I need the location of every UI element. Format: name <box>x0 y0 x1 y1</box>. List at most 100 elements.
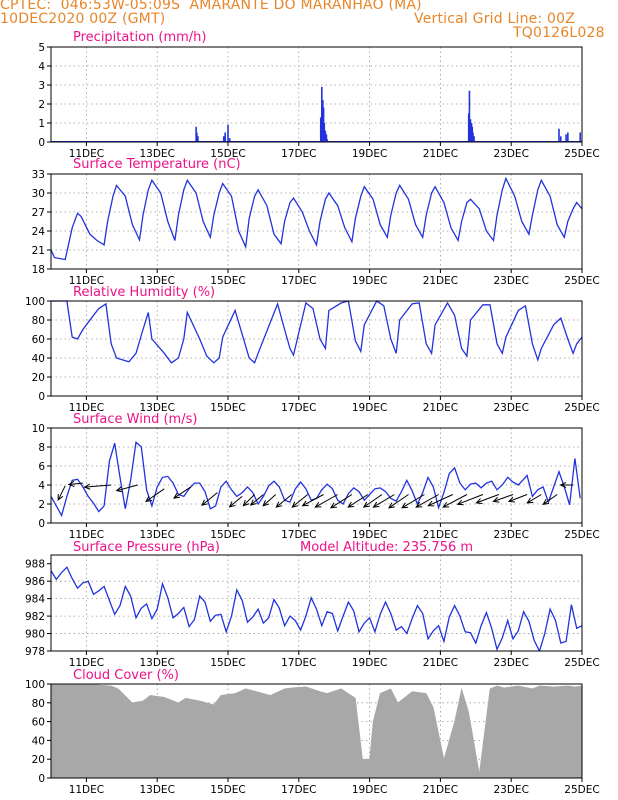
wind-ytick-label: 4 <box>38 480 45 492</box>
temp-frame <box>50 173 583 270</box>
wind-vector-arrow <box>329 494 353 509</box>
header-grid-note: Vertical Grid Line: 00Z <box>414 11 576 27</box>
rh-xtick-label: 15DEC <box>210 402 245 414</box>
precip-xtick-label: 17DEC <box>281 148 316 160</box>
wind-xtick-label: 13DEC <box>139 529 174 541</box>
precip-bar <box>324 130 327 142</box>
wind-vector-arrow <box>507 494 528 503</box>
pressure-xtick-label: 21DEC <box>423 657 458 669</box>
precip-bar <box>319 117 322 142</box>
cloud-title: Cloud Cover (%) <box>73 668 179 683</box>
rh-ytick-label: 20 <box>32 372 45 384</box>
temp-xtick-label: 15DEC <box>210 275 245 287</box>
wind-vector-arrow <box>249 494 264 506</box>
wind-vector-arrow <box>415 494 439 508</box>
precip-ytick-label: 1 <box>38 118 45 130</box>
precip-bar <box>326 139 328 142</box>
pressure-ytick-label: 978 <box>25 646 45 658</box>
precip-xtick-label: 13DEC <box>139 148 174 160</box>
wind-vector-arrow <box>401 494 425 509</box>
precip-ytick-label: 2 <box>38 99 45 111</box>
rh-ytick-label: 40 <box>32 353 45 365</box>
temp-xtick-label: 17DEC <box>281 275 316 287</box>
header-model-id: TQ0126L028 <box>513 25 605 41</box>
precip-bar <box>473 136 475 142</box>
wind-xtick-label: 17DEC <box>281 529 316 541</box>
wind-title: Surface Wind (m/s) <box>73 412 197 427</box>
cloud-ytick-label: 100 <box>25 679 45 691</box>
temp-ytick-label: 27 <box>32 207 45 219</box>
wind-vector-arrow <box>242 494 255 507</box>
rh-title: Relative Humidity (%) <box>73 285 215 300</box>
wind-vector-arrow <box>427 494 453 507</box>
temp-ytick-label: 21 <box>32 245 45 257</box>
rh-xtick-label: 21DEC <box>423 402 458 414</box>
cloud-xtick-label: 11DEC <box>69 784 104 796</box>
temp-ytick-label: 33 <box>32 169 45 181</box>
rh-ytick-label: 80 <box>32 315 45 327</box>
temp-title: Surface Temperature (nC) <box>73 157 241 172</box>
rh-xtick-label: 17DEC <box>281 402 316 414</box>
precip-title: Precipitation (mm/h) <box>73 30 206 45</box>
precip-xtick-label: 19DEC <box>352 148 387 160</box>
pressure-ytick-label: 984 <box>25 594 45 606</box>
wind-xtick-label: 15DEC <box>210 529 245 541</box>
pressure-xtick-label: 19DEC <box>352 657 387 669</box>
temp-xtick-label: 13DEC <box>139 275 174 287</box>
rh-ytick-label: 0 <box>38 391 45 403</box>
cloud-ytick-label: 40 <box>32 735 45 747</box>
precip-bar <box>472 132 474 142</box>
cloud-xtick-label: 19DEC <box>352 784 387 796</box>
wind-vector-arrow <box>362 494 383 508</box>
temp-xtick-label: 11DEC <box>69 275 104 287</box>
wind-xtick-label: 23DEC <box>493 529 528 541</box>
wind-vector-arrow <box>83 483 112 490</box>
temp-xtick-label: 25DEC <box>564 275 599 287</box>
precip-bar <box>558 128 560 142</box>
wind-vector-arrow <box>115 484 138 493</box>
temp-xtick-label: 23DEC <box>493 275 528 287</box>
precip-bar <box>224 132 226 142</box>
pressure-xtick-label: 23DEC <box>493 657 528 669</box>
precip-ytick-label: 0 <box>38 137 45 149</box>
wind-ytick-label: 8 <box>38 442 45 454</box>
precip-xtick-label: 21DEC <box>423 148 458 160</box>
pressure-xtick-label: 11DEC <box>69 657 104 669</box>
temp-ytick-label: 30 <box>32 188 45 200</box>
cloud-ytick-label: 20 <box>32 754 45 766</box>
pressure-ytick-label: 980 <box>25 629 45 641</box>
wind-vector-arrow <box>387 494 409 509</box>
pressure-frame <box>50 554 583 652</box>
cloud-xtick-label: 21DEC <box>423 784 458 796</box>
precip-bar <box>228 138 231 142</box>
wind-vector-arrow <box>262 494 277 507</box>
wind-vector-arrow <box>275 494 293 508</box>
wind-vector-arrow <box>57 485 66 501</box>
wind-vector-arrow <box>526 494 542 504</box>
rh-ytick-label: 60 <box>32 334 45 346</box>
rh-frame <box>50 300 583 397</box>
cloud-ytick-label: 60 <box>32 717 45 729</box>
wind-vector-arrow <box>372 494 395 508</box>
precip-ytick-label: 5 <box>38 42 45 54</box>
pressure-line <box>51 566 582 651</box>
wind-ytick-label: 0 <box>38 518 45 530</box>
cloud-xtick-label: 13DEC <box>139 784 174 796</box>
rh-xtick-label: 11DEC <box>69 402 104 414</box>
precip-xtick-label: 15DEC <box>210 148 245 160</box>
precip-bar <box>559 136 562 142</box>
precip-xtick-label: 23DEC <box>493 148 528 160</box>
wind-vector-arrow <box>456 494 484 506</box>
precip-bar <box>197 136 199 142</box>
wind-vector-arrow <box>542 494 558 505</box>
cloud-ytick-label: 0 <box>38 773 45 785</box>
rh-xtick-label: 25DEC <box>564 402 599 414</box>
wind-vector-arrow <box>67 480 83 488</box>
wind-ytick-label: 10 <box>32 423 45 435</box>
cloud-ytick-label: 80 <box>32 698 45 710</box>
precip-bar <box>469 119 472 142</box>
wind-vector-arrow <box>442 494 468 508</box>
rh-xtick-label: 23DEC <box>493 402 528 414</box>
cloud-xtick-label: 23DEC <box>493 784 528 796</box>
wind-vector-arrow <box>173 486 192 499</box>
